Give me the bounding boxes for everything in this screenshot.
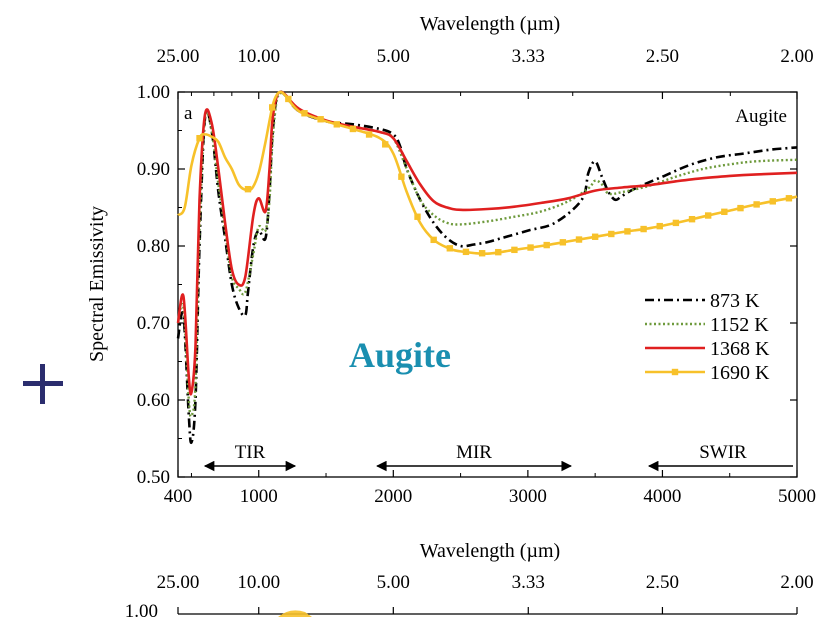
top-tick-label: 25.00 xyxy=(157,46,200,67)
series-marker-1690k xyxy=(446,245,454,252)
x-tick-label: 3000 xyxy=(509,486,547,507)
series-marker-1690k xyxy=(704,212,712,219)
y-tick-label: 0.80 xyxy=(137,236,170,257)
overlay-mineral-label: Augite xyxy=(349,335,451,375)
x-tick-label: 2000 xyxy=(374,486,412,507)
series-marker-1690k xyxy=(575,236,583,243)
series-marker-1690k xyxy=(591,233,599,240)
series-marker-1690k xyxy=(624,228,631,235)
series-marker-1690k xyxy=(430,236,437,244)
legend-marker xyxy=(671,368,679,376)
series-marker-1690k xyxy=(495,248,502,256)
series-marker-1690k xyxy=(398,173,405,180)
series-marker-1690k xyxy=(543,241,550,249)
y-tick-label: 0.50 xyxy=(137,467,170,488)
x-tick-label: 400 xyxy=(164,486,193,507)
top-axis-title: Wavelength (µm) xyxy=(420,13,560,35)
plus-icon xyxy=(23,364,63,404)
series-marker-1690k xyxy=(527,244,534,251)
next-top-tick-label: 3.33 xyxy=(512,572,545,593)
series-marker-1690k xyxy=(559,239,567,246)
series-marker-1690k xyxy=(349,125,357,133)
next-panel-top-axis-title: Wavelength (µm) xyxy=(420,540,560,562)
next-panel-top-ticks: 25.00 10.00 5.00 3.33 2.50 2.00 xyxy=(157,572,814,614)
top-tick-label: 2.50 xyxy=(646,46,679,67)
series-marker-1690k xyxy=(785,195,793,202)
series-marker-1690k xyxy=(688,216,696,223)
series-marker-1690k xyxy=(414,213,421,220)
top-axis-ticks: 25.00 10.00 5.00 3.33 2.50 2.00 xyxy=(157,46,814,99)
series-marker-1690k xyxy=(511,246,518,254)
next-top-tick-label: 2.00 xyxy=(780,572,813,593)
next-panel-curve-fragment xyxy=(278,610,312,617)
legend-label: 873 K xyxy=(710,290,760,312)
series-marker-1690k xyxy=(769,198,776,205)
next-top-tick-label: 5.00 xyxy=(377,572,410,593)
series-marker-1690k xyxy=(737,204,744,212)
mineral-label: Augite xyxy=(735,106,787,127)
next-top-tick-label: 2.50 xyxy=(646,572,679,593)
y-tick-label: 0.90 xyxy=(137,159,170,180)
top-tick-label: 5.00 xyxy=(377,46,410,67)
y-tick-label: 0.70 xyxy=(137,313,170,334)
series-marker-1690k xyxy=(365,131,373,138)
series-marker-1690k xyxy=(196,135,203,142)
top-tick-label: 2.00 xyxy=(780,46,813,67)
series-marker-1690k xyxy=(301,110,308,117)
top-tick-label: 10.00 xyxy=(237,46,280,67)
y-tick-label: 1.00 xyxy=(137,82,170,103)
x-tick-label: 5000 xyxy=(778,486,816,507)
y-axis-title: Spectral Emissivity xyxy=(86,206,108,362)
y-axis-ticks: 0.50 0.60 0.70 0.80 0.90 1.00 xyxy=(137,82,797,488)
series-marker-1690k xyxy=(285,95,292,103)
series-marker-1690k xyxy=(753,201,760,208)
series-marker-1690k xyxy=(333,121,340,128)
next-top-tick-label: 25.00 xyxy=(157,572,200,593)
series-marker-1690k xyxy=(608,230,615,238)
x-axis-ticks: 400 1000 2000 3000 4000 5000 xyxy=(164,470,816,507)
next-top-tick-label: 10.00 xyxy=(237,572,280,593)
legend-label: 1368 K xyxy=(710,338,770,360)
region-label-swir: SWIR xyxy=(699,442,747,463)
y-tick-label: 0.60 xyxy=(137,390,170,411)
legend-label: 1152 K xyxy=(710,314,769,336)
series-layer xyxy=(176,90,798,445)
x-tick-label: 1000 xyxy=(240,486,278,507)
spectral-regions: TIR MIR SWIR xyxy=(203,442,793,472)
region-label-mir: MIR xyxy=(456,442,492,463)
series-marker-1690k xyxy=(672,219,680,227)
top-tick-label: 3.33 xyxy=(512,46,545,67)
panel-label: a xyxy=(184,103,193,124)
series-marker-1690k xyxy=(656,222,663,230)
series-marker-1690k xyxy=(478,250,486,257)
series-marker-1690k xyxy=(268,104,276,111)
x-tick-label: 4000 xyxy=(643,486,681,507)
series-marker-1690k xyxy=(244,185,252,193)
legend-label: 1690 K xyxy=(710,362,770,384)
series-marker-1690k xyxy=(382,141,389,148)
series-marker-1690k xyxy=(317,116,324,123)
region-label-tir: TIR xyxy=(235,442,266,463)
series-marker-1690k xyxy=(721,208,728,216)
series-marker-1690k xyxy=(640,225,647,233)
series-marker-1690k xyxy=(462,248,470,256)
next-panel-first-y-tick: 1.00 xyxy=(125,601,158,617)
